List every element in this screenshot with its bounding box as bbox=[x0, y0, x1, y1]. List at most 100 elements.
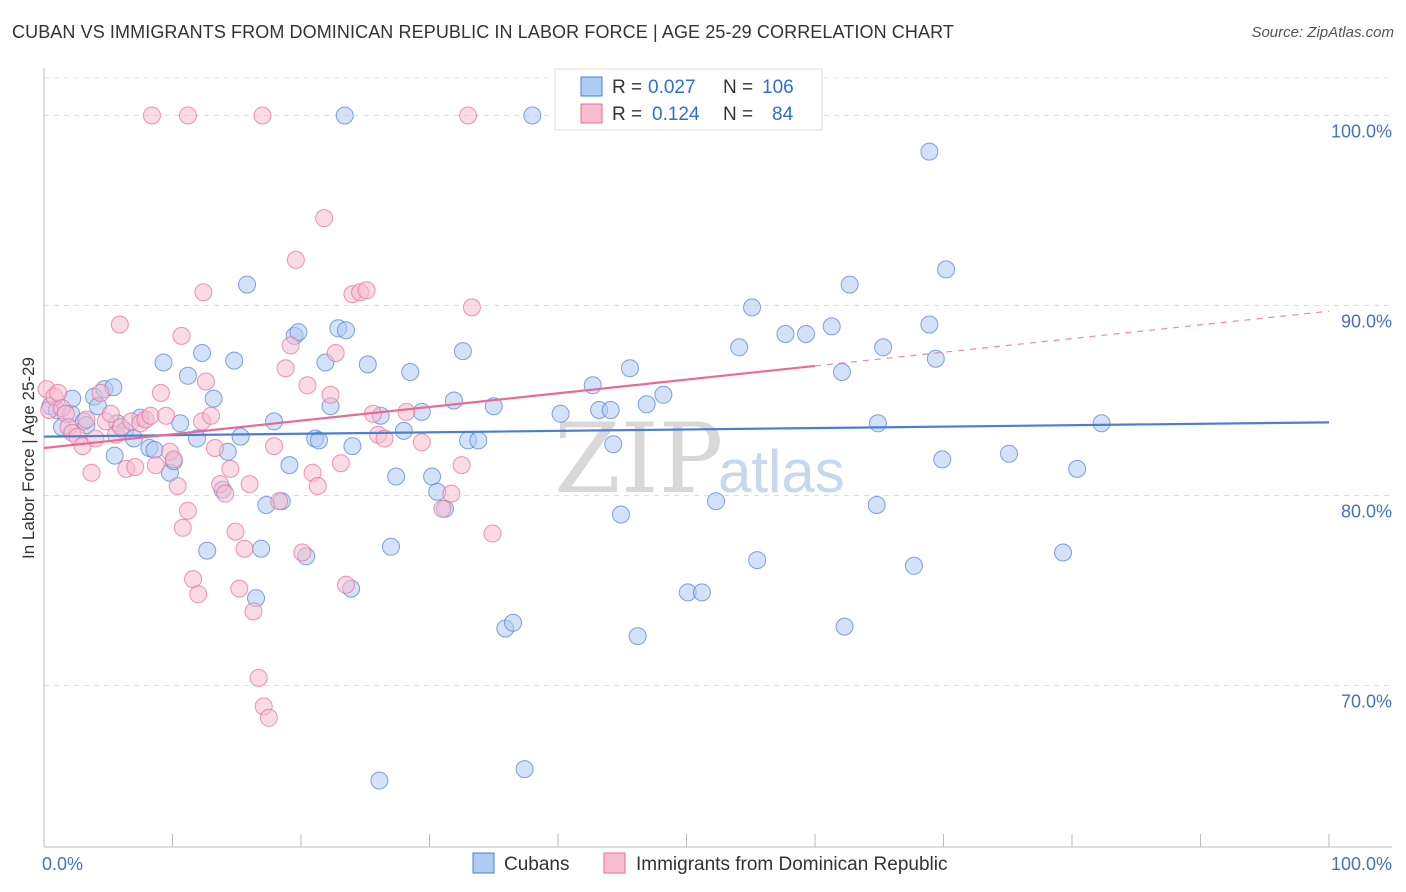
data-point bbox=[933, 450, 952, 469]
data-point bbox=[270, 492, 289, 511]
legend-n-label: N = bbox=[723, 104, 753, 125]
legend-r-label: R = bbox=[612, 77, 642, 98]
data-point bbox=[401, 363, 420, 381]
data-point bbox=[105, 446, 124, 465]
legend-n-value-cubans: 106 bbox=[762, 77, 794, 98]
legend-swatch-cubans bbox=[580, 76, 603, 97]
data-point bbox=[904, 556, 923, 575]
x-tick-label-min: 0.0% bbox=[42, 854, 83, 874]
data-point bbox=[370, 771, 389, 790]
data-point bbox=[86, 429, 105, 448]
data-point bbox=[743, 298, 762, 317]
y-tick-label: 80.0% bbox=[1341, 502, 1392, 522]
data-point bbox=[240, 475, 259, 494]
data-point bbox=[483, 524, 502, 543]
data-point bbox=[637, 395, 656, 414]
data-point bbox=[692, 583, 711, 602]
data-point bbox=[920, 315, 939, 334]
data-point bbox=[835, 617, 854, 636]
data-point bbox=[198, 541, 217, 560]
data-point bbox=[142, 106, 161, 125]
data-point bbox=[141, 406, 160, 425]
data-point bbox=[620, 359, 639, 378]
data-point bbox=[822, 317, 841, 336]
data-point bbox=[281, 336, 300, 355]
data-point bbox=[168, 477, 187, 495]
data-point bbox=[196, 372, 215, 391]
data-point bbox=[178, 366, 197, 385]
data-point bbox=[523, 106, 542, 125]
data-point bbox=[298, 376, 317, 395]
data-point bbox=[238, 275, 257, 294]
data-point bbox=[357, 281, 376, 300]
data-point bbox=[1054, 543, 1073, 562]
data-point bbox=[484, 397, 503, 416]
data-point bbox=[265, 412, 284, 431]
data-point bbox=[937, 260, 956, 279]
data-point bbox=[157, 406, 176, 425]
x-ticks bbox=[43, 834, 1330, 847]
data-point bbox=[462, 298, 481, 317]
data-point bbox=[145, 440, 164, 459]
data-point bbox=[442, 484, 461, 503]
data-point bbox=[101, 404, 120, 423]
data-point bbox=[194, 283, 213, 302]
data-point bbox=[225, 351, 244, 370]
trend-lines bbox=[43, 310, 1330, 450]
data-point bbox=[286, 250, 305, 269]
data-point bbox=[126, 458, 145, 476]
data-point bbox=[230, 579, 249, 598]
data-point bbox=[253, 106, 272, 125]
data-point bbox=[551, 404, 570, 423]
data-point bbox=[387, 467, 406, 486]
bottom-legend-label-dominican: Immigrants from Dominican Republic bbox=[636, 854, 948, 875]
data-point bbox=[184, 570, 203, 589]
data-point bbox=[397, 402, 416, 421]
data-point bbox=[293, 543, 312, 562]
legend-swatch-dominican bbox=[580, 103, 603, 124]
data-point bbox=[216, 484, 235, 503]
data-point bbox=[321, 385, 340, 404]
data-point bbox=[867, 496, 886, 514]
data-point bbox=[1000, 444, 1019, 463]
data-point bbox=[920, 142, 939, 161]
y-tick-label: 70.0% bbox=[1341, 692, 1392, 712]
data-point bbox=[336, 575, 355, 594]
data-point bbox=[604, 435, 623, 454]
data-point bbox=[343, 437, 362, 456]
data-point bbox=[110, 315, 129, 334]
bottom-legend-swatch-dominican bbox=[603, 852, 626, 874]
data-point bbox=[172, 326, 191, 345]
data-point bbox=[336, 321, 355, 340]
data-point bbox=[748, 551, 767, 570]
data-point bbox=[601, 401, 620, 419]
data-point bbox=[1092, 414, 1111, 433]
data-point bbox=[49, 383, 68, 402]
data-point bbox=[91, 383, 110, 402]
legend-r-value-cubans: 0.027 bbox=[648, 77, 696, 98]
data-point bbox=[874, 338, 893, 357]
data-point bbox=[394, 421, 413, 440]
axes bbox=[43, 68, 1392, 848]
data-point bbox=[231, 427, 250, 446]
trend-line-dashed bbox=[814, 310, 1330, 367]
watermark-atlas: atlas bbox=[718, 438, 845, 505]
data-point bbox=[654, 385, 673, 404]
data-point bbox=[375, 429, 394, 448]
legend-n-label: N = bbox=[723, 77, 753, 98]
data-point bbox=[226, 522, 245, 541]
data-point bbox=[840, 275, 859, 294]
data-point bbox=[221, 459, 240, 478]
data-point bbox=[452, 456, 471, 475]
data-point bbox=[423, 467, 442, 486]
data-point bbox=[358, 355, 377, 374]
y-tick-label: 90.0% bbox=[1341, 312, 1392, 332]
data-point bbox=[280, 456, 299, 475]
data-point bbox=[82, 463, 101, 482]
data-point bbox=[252, 539, 271, 558]
chart-source: Source: ZipAtlas.com bbox=[1251, 24, 1394, 41]
watermark-zip: ZIP bbox=[554, 403, 723, 515]
data-point bbox=[611, 505, 630, 524]
data-point bbox=[628, 627, 647, 646]
data-point bbox=[178, 106, 197, 125]
